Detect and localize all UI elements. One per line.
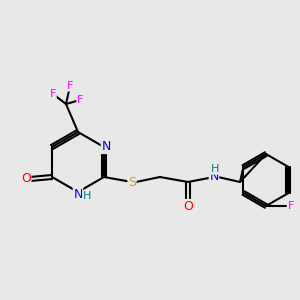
Text: F: F xyxy=(67,81,73,91)
Text: H: H xyxy=(211,164,219,174)
Text: N: N xyxy=(209,170,219,184)
Text: F: F xyxy=(50,89,56,99)
Text: F: F xyxy=(77,95,83,105)
Text: N: N xyxy=(101,140,111,154)
Text: S: S xyxy=(128,176,136,188)
Text: O: O xyxy=(183,200,193,212)
Text: H: H xyxy=(83,191,92,201)
Text: F: F xyxy=(288,201,294,211)
Text: N: N xyxy=(73,188,83,200)
Text: O: O xyxy=(21,172,31,185)
